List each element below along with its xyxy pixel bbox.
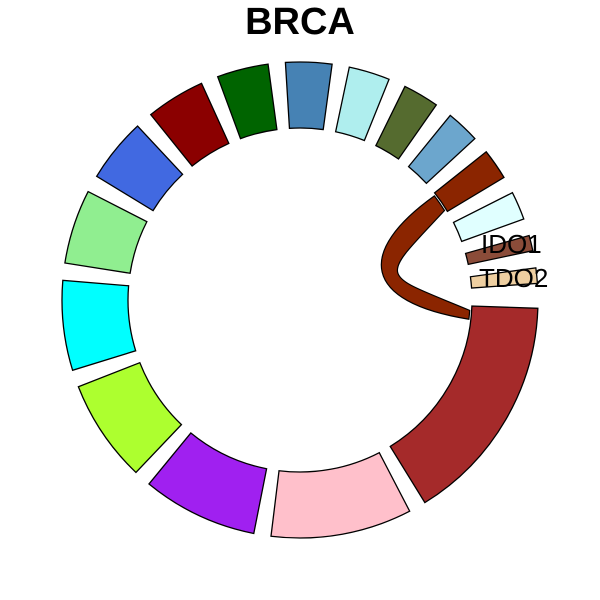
sector-2 <box>270 451 411 539</box>
sector-label-tdo2: TDO2 <box>479 263 548 293</box>
link-1 <box>380 195 471 320</box>
sector-10 <box>284 61 333 131</box>
sector-5 <box>61 279 137 372</box>
sector-4 <box>77 361 183 474</box>
link-layer <box>380 195 471 320</box>
sector-label-ido1: IDO1 <box>481 229 542 259</box>
sector-8 <box>149 82 230 167</box>
sector-3 <box>148 432 268 535</box>
sector-15 <box>452 191 525 243</box>
sector-17 <box>469 267 539 289</box>
sector-7 <box>95 125 184 212</box>
sector-14 <box>433 150 505 213</box>
sector-11 <box>334 66 390 142</box>
sector-9 <box>216 63 278 140</box>
sector-ring <box>61 61 539 539</box>
sector-1 <box>389 305 539 504</box>
sector-12 <box>375 85 438 160</box>
chart-title: BRCA <box>245 1 355 43</box>
sector-13 <box>407 114 476 185</box>
sector-16 <box>464 234 534 266</box>
sector-6 <box>64 190 148 275</box>
